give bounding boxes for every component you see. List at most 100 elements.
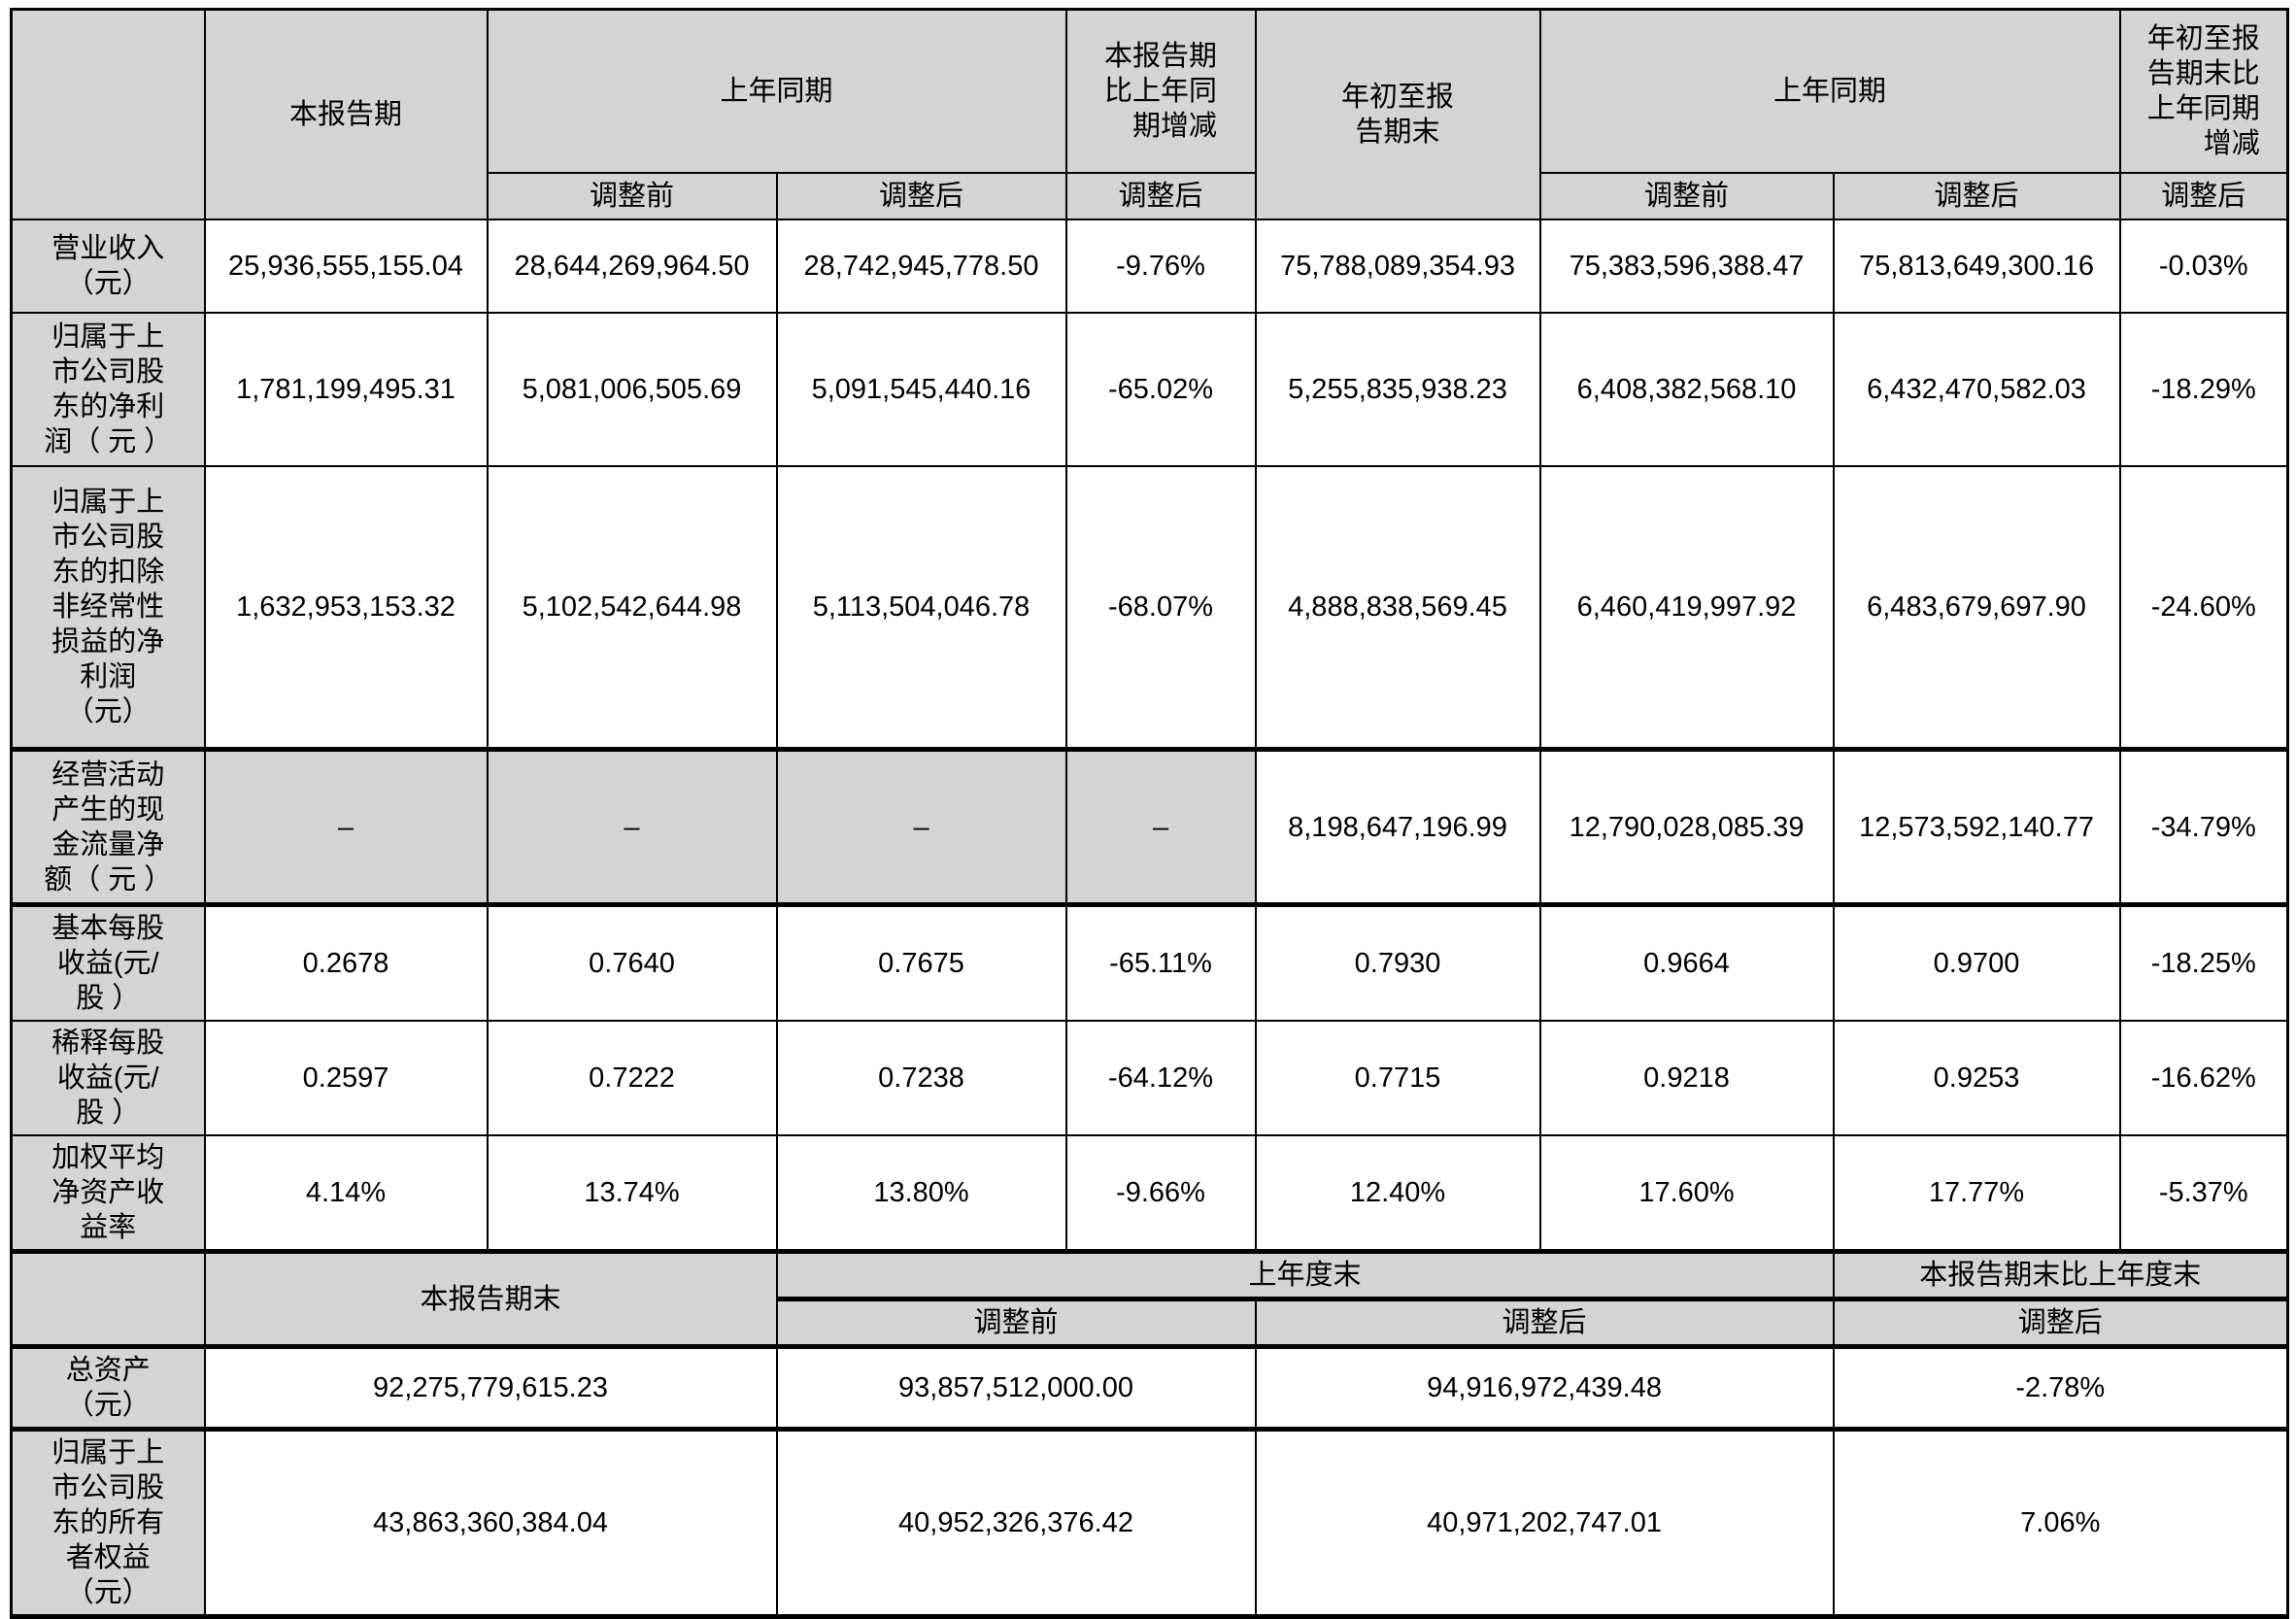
subheader-adjust-after: 调整后: [2118, 171, 2289, 220]
subheader-adjust-before: 调整前: [486, 171, 778, 220]
cell-value: -68.07%: [1064, 464, 1257, 751]
cell-value: 0.7640: [486, 902, 778, 1022]
cell-value: -18.29%: [2118, 311, 2289, 467]
header-change-vs-prior: 本报告期 比上年同 期增减: [1064, 8, 1257, 174]
subheader-adjust-after: 调整后: [1832, 171, 2121, 220]
cell-value: 4.14%: [203, 1134, 489, 1253]
cell-value: 17.77%: [1832, 1134, 2121, 1253]
cell-value: -5.37%: [2118, 1134, 2289, 1253]
row-label: 归属于上 市公司股 东的扣除 非经常性 损益的净 利润 （元）: [10, 464, 206, 751]
top-header-row-2: 调整前 调整后 调整后 调整前 调整后 调整后: [12, 171, 2289, 220]
row-label: 总资产 （元）: [10, 1344, 206, 1431]
cell-value: 28,644,269,964.50: [486, 218, 778, 314]
table-row: 基本每股 收益(元/ 股 ） 0.2678 0.7640 0.7675 -65.…: [10, 902, 2289, 1022]
cell-value: 0.7675: [775, 902, 1067, 1022]
cell-value: 13.74%: [486, 1134, 778, 1253]
cell-value: 0.7222: [486, 1020, 778, 1136]
cell-value: 12,573,592,140.77: [1832, 747, 2121, 906]
bottom-header-row-2: 调整前 调整后 调整后: [12, 1297, 2289, 1348]
cell-value-empty: –: [486, 747, 778, 906]
cell-value: 0.2678: [203, 902, 489, 1022]
cell-value: 0.9664: [1538, 902, 1835, 1022]
cell-value: -24.60%: [2118, 464, 2289, 751]
cell-value: -16.62%: [2118, 1020, 2289, 1136]
cell-value: 92,275,779,615.23: [203, 1344, 778, 1431]
table-row: 稀释每股 收益(元/ 股 ） 0.2597 0.7222 0.7238 -64.…: [10, 1020, 2289, 1136]
subheader-adjust-after: 调整后: [1254, 1297, 1835, 1348]
row-label: 营业收入 （元）: [10, 218, 206, 314]
row-label: 归属于上 市公司股 东的净利 润（ 元 ）: [10, 311, 206, 467]
cell-value: -18.25%: [2118, 902, 2289, 1022]
cell-value: 12.40%: [1254, 1134, 1541, 1253]
table-row: 归属于上 市公司股 东的净利 润（ 元 ） 1,781,199,495.31 5…: [10, 311, 2289, 467]
cell-value: -34.79%: [2118, 747, 2289, 906]
cell-value: 1,632,953,153.32: [203, 464, 489, 751]
cell-value: 75,788,089,354.93: [1254, 218, 1541, 314]
cell-value: 28,742,945,778.50: [775, 218, 1067, 314]
header-prior-year-end: 上年度末: [775, 1249, 1835, 1300]
header-current-period: 本报告期: [203, 8, 489, 220]
cell-value: 5,255,835,938.23: [1254, 311, 1541, 467]
subheader-adjust-after: 调整后: [1064, 171, 1257, 220]
row-label: 加权平均 净资产收 益率: [10, 1134, 206, 1253]
cell-value: -2.78%: [1832, 1344, 2289, 1431]
cell-value: 4,888,838,569.45: [1254, 464, 1541, 751]
cell-value: -64.12%: [1064, 1020, 1257, 1136]
cell-value: 13.80%: [775, 1134, 1067, 1253]
table-row: 加权平均 净资产收 益率 4.14% 13.74% 13.80% -9.66% …: [10, 1134, 2289, 1253]
header-ytd-prior-year: 上年同期: [1538, 8, 2121, 174]
corner-blank-cell: [10, 8, 206, 220]
cell-value-empty: –: [775, 747, 1067, 906]
cell-value: 6,460,419,997.92: [1538, 464, 1835, 751]
cell-value: 0.9218: [1538, 1020, 1835, 1136]
subheader-adjust-after: 调整后: [775, 171, 1067, 220]
header-ytd-change: 年初至报 告期末比 上年同期 增减: [2118, 8, 2289, 174]
cell-value: 0.7715: [1254, 1020, 1541, 1136]
cell-value: 0.7238: [775, 1020, 1067, 1136]
cell-value: 25,936,555,155.04: [203, 218, 489, 314]
cell-value: 40,971,202,747.01: [1254, 1427, 1835, 1618]
cell-value: 75,383,596,388.47: [1538, 218, 1835, 314]
table-row: 归属于上 市公司股 东的所有 者权益 （元） 43,863,360,384.04…: [10, 1427, 2289, 1618]
cell-value: 75,813,649,300.16: [1832, 218, 2121, 314]
cell-value: -65.02%: [1064, 311, 1257, 467]
cell-value: 5,081,006,505.69: [486, 311, 778, 467]
cell-value: 17.60%: [1538, 1134, 1835, 1253]
financial-report-page: 本报告期 上年同期 本报告期 比上年同 期增减 年初至报 告期末 上年同期 年初…: [10, 8, 2290, 1619]
cell-value: 0.9700: [1832, 902, 2121, 1022]
cell-value: 0.9253: [1832, 1020, 2121, 1136]
cell-value-empty: –: [203, 747, 489, 906]
cell-value: 6,408,382,568.10: [1538, 311, 1835, 467]
row-label: 基本每股 收益(元/ 股 ）: [10, 902, 206, 1022]
cell-value-empty: –: [1064, 747, 1257, 906]
cell-value: 93,857,512,000.00: [775, 1344, 1257, 1431]
cell-value: 43,863,360,384.04: [203, 1427, 778, 1618]
table-row: 总资产 （元） 92,275,779,615.23 93,857,512,000…: [10, 1344, 2289, 1431]
subheader-adjust-before: 调整前: [1538, 171, 1835, 220]
top-header-row-1: 本报告期 上年同期 本报告期 比上年同 期增减 年初至报 告期末 上年同期 年初…: [10, 8, 2289, 220]
header-ytd: 年初至报 告期末: [1254, 8, 1541, 220]
cell-value: 0.2597: [203, 1020, 489, 1136]
cell-value: 0.7930: [1254, 902, 1541, 1022]
row-label: 归属于上 市公司股 东的所有 者权益 （元）: [10, 1427, 206, 1618]
subheader-adjust-before: 调整前: [775, 1297, 1257, 1348]
header-prior-year-same-period: 上年同期: [486, 8, 1067, 174]
cell-value: 1,781,199,495.31: [203, 311, 489, 467]
cell-value: 8,198,647,196.99: [1254, 747, 1541, 906]
cell-value: 5,113,504,046.78: [775, 464, 1067, 751]
cell-value: 5,091,545,440.16: [775, 311, 1067, 467]
subheader-adjust-after: 调整后: [1832, 1297, 2289, 1348]
cell-value: 6,432,470,582.03: [1832, 311, 2121, 467]
cell-value: -9.76%: [1064, 218, 1257, 314]
financial-summary-table: 本报告期 上年同期 本报告期 比上年同 期增减 年初至报 告期末 上年同期 年初…: [10, 8, 2290, 1619]
cell-value: 7.06%: [1832, 1427, 2289, 1618]
bottom-header-row-1: 本报告期末 上年度末 本报告期末比上年度末: [10, 1249, 2289, 1348]
header-change-vs-prior-year-end: 本报告期末比上年度末: [1832, 1249, 2289, 1300]
cell-value: 5,102,542,644.98: [486, 464, 778, 751]
cell-value: -65.11%: [1064, 902, 1257, 1022]
corner-blank-cell: [10, 1249, 206, 1348]
row-label: 稀释每股 收益(元/ 股 ）: [10, 1020, 206, 1136]
cell-value: 12,790,028,085.39: [1538, 747, 1835, 906]
cell-value: -9.66%: [1064, 1134, 1257, 1253]
cell-value: 94,916,972,439.48: [1254, 1344, 1835, 1431]
